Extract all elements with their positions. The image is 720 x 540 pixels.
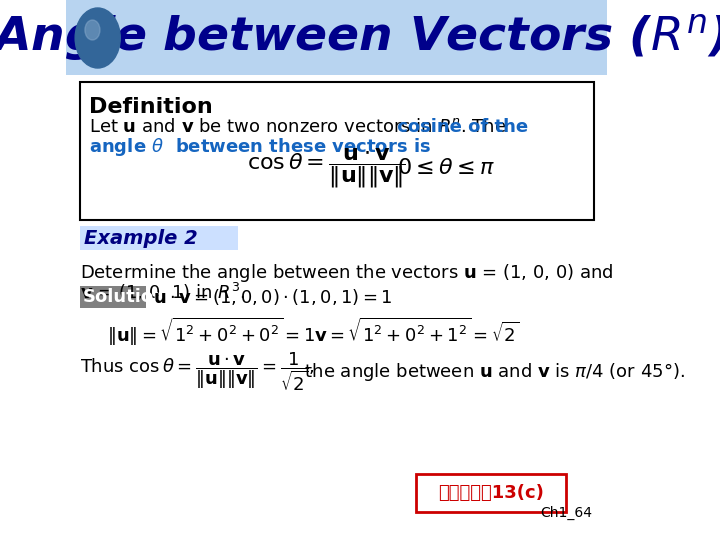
Text: Solution: Solution bbox=[83, 288, 166, 306]
Text: Let $\mathbf{u}$ and $\mathbf{v}$ be two nonzero vectors in $\mathit{R}^n$. The: Let $\mathbf{u}$ and $\mathbf{v}$ be two… bbox=[89, 118, 506, 136]
FancyBboxPatch shape bbox=[66, 0, 608, 75]
Text: $0 \leq \theta \leq \pi$: $0 \leq \theta \leq \pi$ bbox=[397, 158, 495, 178]
Text: cosine of the: cosine of the bbox=[391, 118, 528, 136]
FancyBboxPatch shape bbox=[416, 474, 566, 512]
Text: Angle between Vectors ($\it{R}^{\it{n}}$): Angle between Vectors ($\it{R}^{\it{n}}$… bbox=[0, 12, 720, 64]
Text: Example 2: Example 2 bbox=[84, 228, 198, 247]
Text: Definition: Definition bbox=[89, 97, 212, 117]
Text: Determine the angle between the vectors $\mathbf{u}$ = (1, 0, 0) and: Determine the angle between the vectors … bbox=[80, 262, 613, 284]
Text: $\mathbf{v} = \sqrt{1^2+0^2+1^2} = \sqrt{2}$: $\mathbf{v} = \sqrt{1^2+0^2+1^2} = \sqrt… bbox=[314, 318, 520, 346]
Text: $\|\mathbf{u}\| = \sqrt{1^2+0^2+0^2} = 1$: $\|\mathbf{u}\| = \sqrt{1^2+0^2+0^2} = 1… bbox=[107, 316, 315, 348]
Circle shape bbox=[75, 8, 120, 68]
Text: $\mathbf{v}$ = (1, 0, 1) in $\mathit{R}^3$.: $\mathbf{v}$ = (1, 0, 1) in $\mathit{R}^… bbox=[80, 281, 245, 303]
Text: 隨堂作業：13(c): 隨堂作業：13(c) bbox=[438, 484, 544, 502]
FancyBboxPatch shape bbox=[80, 226, 238, 250]
Text: the angle between $\mathbf{u}$ and $\mathbf{v}$ is $\pi$/4 (or 45°).: the angle between $\mathbf{u}$ and $\mat… bbox=[300, 361, 685, 383]
Text: Thus $\cos\theta = \dfrac{\mathbf{u} \cdot \mathbf{v}}{\|\mathbf{u}\|\|\mathbf{v: Thus $\cos\theta = \dfrac{\mathbf{u} \cd… bbox=[80, 350, 315, 394]
Circle shape bbox=[85, 20, 100, 40]
Text: $\cos\theta = \dfrac{\mathbf{u} \cdot \mathbf{v}}{\|\mathbf{u}\|\|\mathbf{v}\|}$: $\cos\theta = \dfrac{\mathbf{u} \cdot \m… bbox=[246, 146, 405, 190]
Text: $\mathbf{u} \cdot \mathbf{v} = (1,0,0) \cdot (1,0,1) = 1$: $\mathbf{u} \cdot \mathbf{v} = (1,0,0) \… bbox=[153, 287, 392, 307]
FancyBboxPatch shape bbox=[80, 286, 146, 308]
FancyBboxPatch shape bbox=[80, 82, 594, 220]
Text: angle $\theta$  between these vectors is: angle $\theta$ between these vectors is bbox=[89, 136, 431, 158]
Text: Ch1_64: Ch1_64 bbox=[540, 506, 593, 520]
